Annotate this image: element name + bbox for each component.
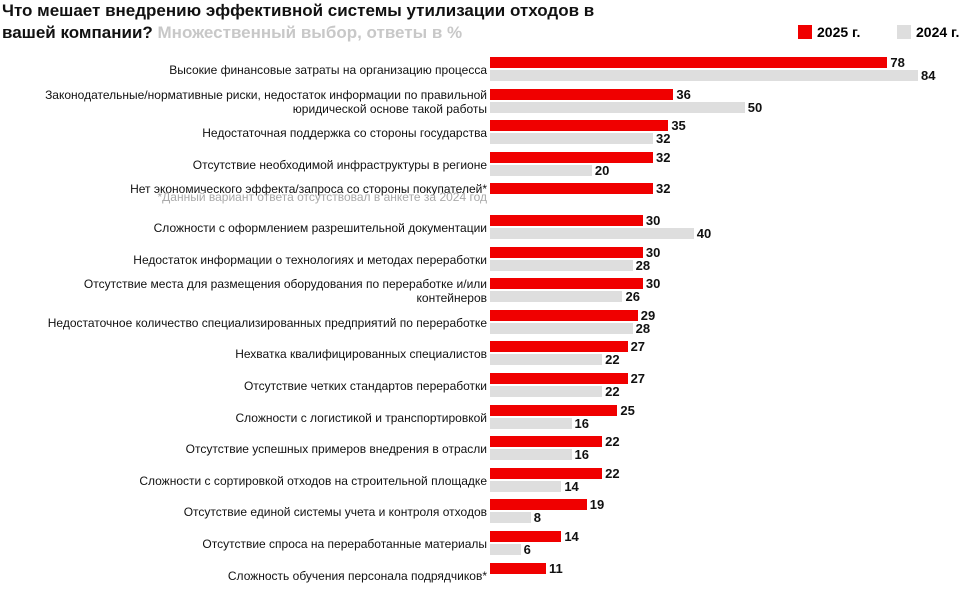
value-label: 26 bbox=[625, 289, 640, 305]
bar bbox=[490, 544, 521, 555]
value-label: 28 bbox=[635, 257, 651, 273]
category-label: Отсутствие места для размещения оборудов… bbox=[83, 277, 487, 306]
value-label: 6 bbox=[523, 542, 531, 557]
bar bbox=[490, 88, 674, 100]
bar bbox=[490, 417, 572, 429]
category-label: Отсутствие успешных примеров внедрения в… bbox=[185, 442, 487, 457]
bar bbox=[490, 436, 603, 448]
value-label: 25 bbox=[620, 402, 635, 418]
category-label: Сложность обучения персонала подрядчиков… bbox=[227, 568, 487, 583]
bar bbox=[490, 512, 531, 524]
legend-label: 2025 г. bbox=[817, 24, 861, 40]
value-label: 19 bbox=[589, 497, 605, 513]
category-label: Отсутствие необходимой инфраструктуры в … bbox=[192, 157, 487, 172]
value-label: 28 bbox=[635, 320, 651, 336]
category-label: Отсутствие единой системы учета и контро… bbox=[183, 505, 487, 520]
value-label: 8 bbox=[533, 510, 541, 526]
category-label: Недостаток информации о технологиях и ме… bbox=[133, 252, 487, 267]
bar bbox=[490, 531, 562, 542]
value-label: 22 bbox=[605, 465, 620, 481]
bar bbox=[490, 404, 618, 416]
bar bbox=[490, 322, 633, 334]
category-label: Недостаточная поддержка со стороны госуд… bbox=[202, 126, 487, 141]
legend-label: 2024 г. bbox=[916, 24, 960, 40]
bar bbox=[490, 101, 745, 113]
bar bbox=[490, 467, 603, 479]
subtitle: Множественный выбор, ответы в % bbox=[157, 23, 463, 42]
legend-swatch bbox=[897, 25, 911, 39]
value-label: 32 bbox=[656, 131, 671, 147]
value-label: 16 bbox=[574, 415, 589, 431]
value-label: 22 bbox=[605, 384, 620, 399]
category-label: Сложности с сортировкой отходов на строи… bbox=[139, 473, 487, 488]
value-label: 78 bbox=[890, 55, 905, 70]
bar bbox=[490, 164, 592, 176]
value-label: 20 bbox=[594, 162, 610, 178]
value-label: 84 bbox=[921, 68, 936, 83]
value-label: 30 bbox=[645, 244, 661, 260]
bar bbox=[490, 499, 587, 511]
category-label: Нехватка квалифицированных специалистов bbox=[235, 347, 487, 362]
bar bbox=[490, 341, 628, 353]
value-label: 27 bbox=[630, 371, 646, 386]
value-label: 50 bbox=[747, 99, 763, 115]
value-label: 14 bbox=[564, 478, 579, 494]
bar bbox=[490, 309, 638, 321]
value-label: 32 bbox=[656, 181, 671, 197]
value-label: 36 bbox=[676, 86, 691, 102]
legend-swatch bbox=[798, 25, 812, 39]
bar bbox=[490, 480, 562, 492]
value-label: 35 bbox=[671, 118, 686, 134]
bar bbox=[490, 215, 643, 226]
chart-title: Что мешает внедрению эффективной системы… bbox=[2, 0, 642, 44]
category-label: Нет экономического эффекта/запроса со ст… bbox=[130, 182, 487, 197]
bar bbox=[490, 246, 643, 258]
value-label: 16 bbox=[574, 447, 589, 463]
bar bbox=[490, 70, 918, 81]
bar bbox=[490, 449, 572, 461]
value-label: 30 bbox=[645, 276, 661, 292]
bar bbox=[490, 562, 547, 574]
value-label: 29 bbox=[640, 307, 656, 323]
category-label: Сложности с логистикой и транспортировко… bbox=[235, 410, 488, 425]
value-label: 27 bbox=[630, 339, 646, 355]
bar bbox=[490, 386, 603, 397]
value-label: 30 bbox=[645, 213, 661, 228]
value-label: 22 bbox=[605, 352, 620, 368]
bar bbox=[490, 259, 633, 271]
title-text: Что мешает внедрению эффективной системы… bbox=[2, 1, 595, 42]
category-label: Сложности с оформлением разрешительной д… bbox=[153, 221, 487, 235]
value-label: 14 bbox=[564, 529, 579, 544]
category-label: Отсутствие четких стандартов переработки bbox=[243, 379, 487, 393]
category-label: Высокие финансовые затраты на организаци… bbox=[169, 63, 487, 77]
value-label: 22 bbox=[605, 434, 620, 450]
bar bbox=[490, 354, 603, 366]
category-label: Отсутствие спроса на переработанные мате… bbox=[202, 537, 487, 551]
bar bbox=[490, 133, 654, 145]
category-label: Законодательные/нормативные риски, недос… bbox=[45, 87, 487, 116]
footnote: *Данный вариант ответа отсутствовал в ан… bbox=[157, 190, 488, 205]
value-label: 32 bbox=[656, 149, 671, 165]
bar bbox=[490, 151, 654, 163]
bar bbox=[490, 120, 669, 132]
category-label: Недостаточное количество специализирован… bbox=[47, 315, 487, 330]
bar bbox=[490, 57, 888, 68]
bar bbox=[490, 183, 654, 195]
bar bbox=[490, 228, 694, 239]
bar bbox=[490, 373, 628, 384]
value-label: 11 bbox=[549, 560, 563, 576]
bar bbox=[490, 291, 623, 303]
bar bbox=[490, 278, 643, 290]
value-label: 40 bbox=[696, 226, 712, 241]
